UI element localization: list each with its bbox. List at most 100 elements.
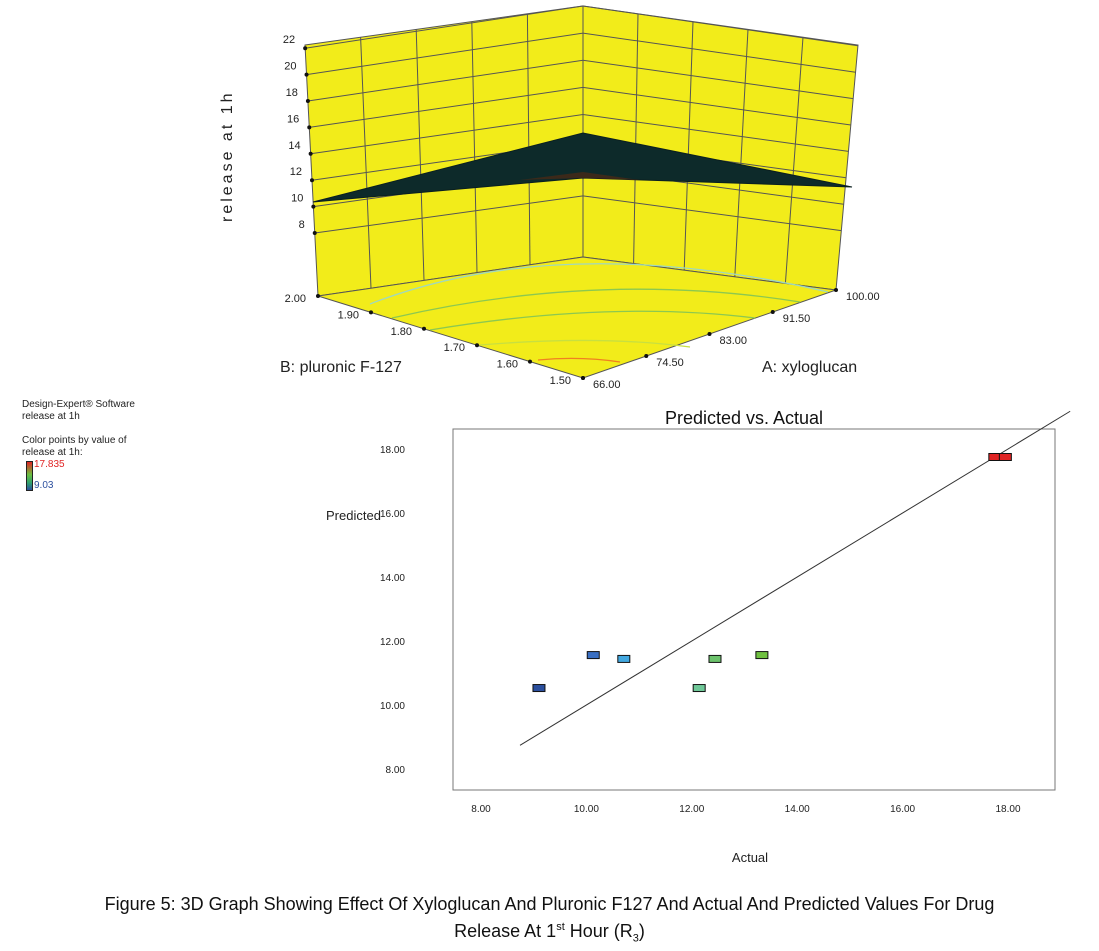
legend-min: 9.03	[34, 480, 54, 491]
z-tick	[310, 178, 315, 183]
caption-line-1: Figure 5: 3D Graph Showing Effect Of Xyl…	[104, 894, 995, 914]
a-tick-label: 74.50	[656, 357, 684, 369]
data-point	[586, 651, 600, 660]
legend-color-label: Color points by value of	[22, 435, 127, 446]
floor-contours	[369, 263, 829, 363]
z-axis-label: release at 1h	[219, 90, 236, 222]
chart-title: Predicted vs. Actual	[665, 408, 823, 428]
grid-line	[471, 21, 478, 273]
grid-line	[526, 13, 531, 265]
a-tick-label: 91.50	[783, 313, 811, 325]
grid-line	[314, 195, 842, 234]
legend-software: Design-Expert® Software	[22, 399, 135, 410]
a-tick-label: 83.00	[720, 335, 748, 347]
caption-line-2: Release At 1st Hour (R3)	[0, 916, 1099, 951]
a-tick	[644, 354, 649, 358]
grid-line	[415, 29, 425, 281]
z-tick	[311, 204, 316, 209]
y-tick-label: 18.00	[380, 445, 405, 456]
y-axis-label: B: pluronic F-127	[280, 359, 402, 376]
b-tick	[422, 326, 426, 331]
y-tick-label: 16.00	[380, 509, 405, 520]
data-point	[998, 453, 1012, 461]
b-tick	[369, 310, 373, 315]
b-tick-label: 1.80	[391, 326, 412, 338]
grid-line	[633, 13, 639, 264]
surface-plot-3d: 8 10 12 14 16 18 20 22 1.50 1.60 1.70 1.80 1.90 2.00 6…	[219, 5, 880, 391]
y-tick-label: 12.00	[380, 637, 405, 648]
contour-line	[369, 263, 829, 305]
caption-text: )	[638, 921, 645, 941]
data-point	[617, 654, 631, 663]
a-tick	[834, 288, 838, 292]
legend: Design-Expert® Software release at 1h Co…	[22, 399, 135, 491]
caption-text: Release At 1	[454, 921, 557, 941]
z-tick-label: 18	[286, 87, 298, 99]
figure-caption: Figure 5: 3D Graph Showing Effect Of Xyl…	[0, 893, 1099, 951]
data-point	[708, 654, 722, 663]
x-tick-label: 16.00	[890, 804, 915, 815]
z-tick	[303, 46, 308, 51]
b-tick	[475, 343, 479, 348]
z-tick-label: 10	[291, 193, 303, 205]
grid-line	[734, 29, 749, 277]
y-tick-label: 8.00	[386, 765, 406, 776]
a-tick	[581, 376, 585, 380]
b-tick-label: 1.50	[550, 375, 571, 387]
legend-color-scale	[26, 461, 33, 491]
b-tick-label: 1.70	[444, 342, 465, 354]
contour-line	[479, 339, 691, 348]
grid-line	[309, 86, 851, 128]
data-point	[755, 651, 769, 660]
z-tick-label: 22	[283, 34, 295, 46]
z-tick	[307, 125, 312, 130]
x-axis-title: Actual	[732, 850, 768, 865]
z-tick	[312, 231, 317, 235]
contour-line	[391, 288, 801, 319]
z-tick-label: 14	[288, 140, 300, 152]
data-point	[692, 684, 706, 693]
z-tick-label: 16	[287, 113, 299, 125]
data-point	[988, 453, 1002, 461]
z-tick	[308, 151, 313, 156]
response-surface	[312, 132, 853, 203]
x-tick-label: 18.00	[995, 804, 1020, 815]
x-tick-label: 12.00	[679, 804, 704, 815]
caption-sup: st	[556, 921, 565, 933]
reference-line	[519, 410, 1071, 746]
z-tick	[305, 99, 310, 103]
x-tick-label: 8.00	[471, 804, 491, 815]
plot-frame	[452, 428, 1056, 791]
y-axis-title: Predicted	[326, 508, 381, 523]
legend-max: 17.835	[34, 459, 65, 470]
contour-line	[429, 310, 756, 331]
contour-line	[537, 357, 621, 363]
data-point	[532, 684, 546, 693]
legend-color-label-2: release at 1h:	[22, 447, 83, 458]
z-tick-label: 12	[290, 166, 302, 178]
grid-line	[683, 21, 694, 271]
legend-response: release at 1h	[22, 411, 80, 422]
grid-line	[307, 59, 854, 102]
z-tick	[304, 72, 309, 77]
grid-line	[310, 114, 849, 155]
caption-text: Hour (R	[564, 921, 633, 941]
x-tick-label: 14.00	[785, 804, 810, 815]
b-tick	[528, 359, 532, 364]
y-tick-label: 14.00	[380, 573, 405, 584]
x-tick-label: 10.00	[574, 804, 599, 815]
b-tick-label: 2.00	[285, 293, 306, 305]
z-tick-label: 20	[284, 61, 296, 73]
b-tick-label: 1.60	[497, 359, 518, 371]
grid-line	[360, 37, 372, 289]
y-tick-label: 10.00	[380, 701, 405, 712]
b-tick-label: 1.90	[338, 309, 359, 321]
plot-walls	[304, 5, 859, 379]
grid-line	[784, 37, 804, 284]
a-tick-label: 66.00	[593, 379, 621, 391]
a-tick	[707, 332, 712, 336]
surface-underside	[520, 172, 640, 180]
b-tick	[316, 294, 320, 298]
x-axis-label: A: xyloglucan	[762, 359, 857, 376]
a-tick	[770, 310, 775, 314]
